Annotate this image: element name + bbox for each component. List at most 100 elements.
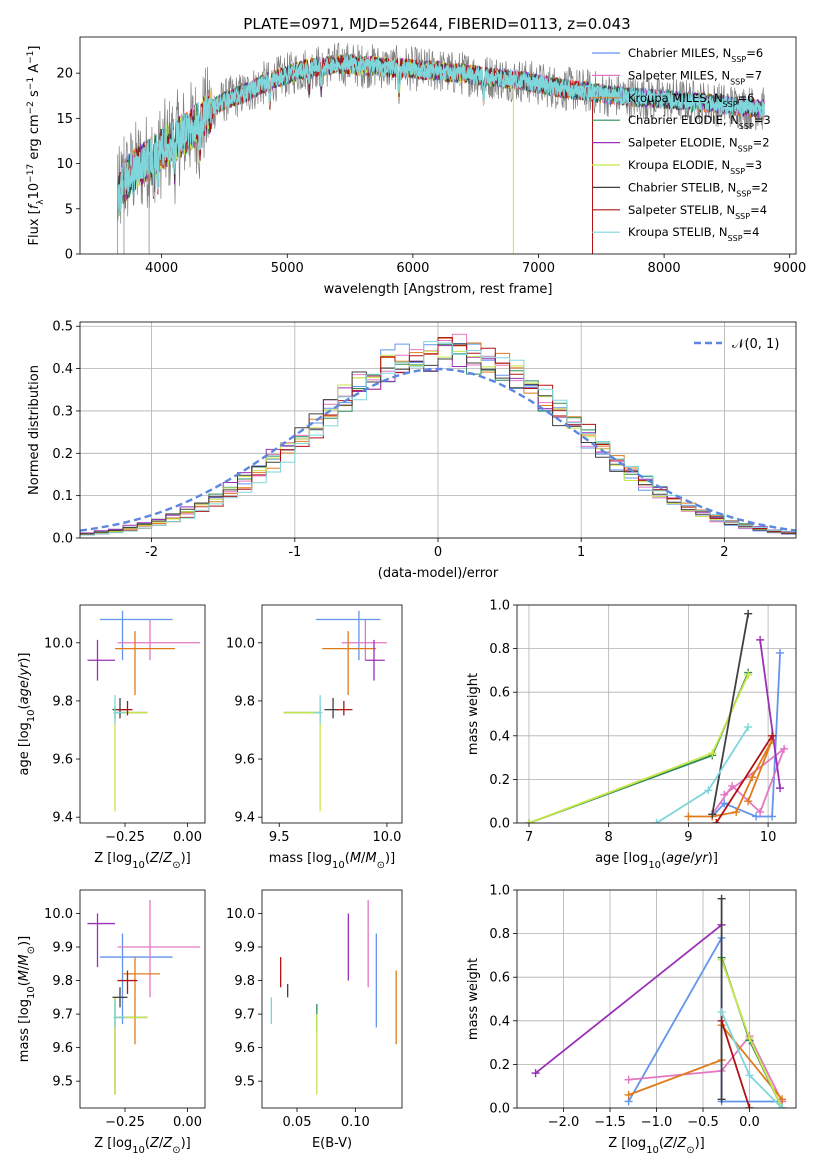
- residuals-ytick-label: 0.1: [52, 489, 73, 504]
- mass_weight_vs_Z-ytick-label: 1.0: [489, 884, 510, 899]
- weight-marker: [717, 1008, 726, 1017]
- mass_weight_vs_Z-ylabel: mass weight: [466, 958, 481, 1040]
- mass_vs_ebv-ytick-label: 9.6: [234, 1041, 255, 1056]
- residuals-xtick-label: 2: [720, 545, 728, 560]
- residuals-ylabel: Normed distribution: [27, 365, 42, 495]
- weight-marker: [776, 648, 785, 657]
- mass_weight_vs_Z-xtick-label: −0.5: [687, 1115, 719, 1130]
- weight-marker: [748, 773, 757, 782]
- mass_vs_ebv-ytick-label: 9.9: [234, 941, 255, 956]
- residuals-xtick-label: 1: [577, 545, 585, 560]
- weight-marker: [778, 1104, 787, 1108]
- mass_vs_ebv-ytick-label: 9.7: [234, 1008, 255, 1023]
- residual-hist-line: [80, 343, 796, 535]
- residuals-ytick-label: 0.4: [52, 362, 73, 377]
- weight-marker: [744, 723, 753, 732]
- weight-marker: [624, 1075, 633, 1084]
- age_vs_Z-errorbars: [87, 610, 200, 812]
- age_vs_mass-ytick-label: 9.4: [234, 811, 255, 826]
- spectrum-xtick-label: 5000: [271, 261, 304, 276]
- mass_vs_Z-errorbars: [87, 900, 200, 1095]
- age_vs_mass-ytick-label: 10.0: [226, 636, 255, 651]
- mass_weight_vs_Z-lines: [531, 894, 787, 1108]
- residuals-ytick-label: 0.5: [52, 320, 73, 335]
- age_vs_Z-axes: −0.25 0.00 9.4 9.6 9.8 10.0 Z [log10(Z/Z⊙)] age…: [17, 604, 206, 871]
- mass_weight_vs_Z-ytick-label: 0.4: [489, 1014, 510, 1029]
- mass_vs_ebv-frame: [261, 889, 403, 1109]
- legend-entry: Kroupa STELIB, NSSP=4: [628, 225, 759, 243]
- spectrum-xtick-label: 8000: [648, 261, 681, 276]
- mass_vs_Z-frame: [79, 889, 206, 1109]
- mass_vs_Z-ytick-label: 9.8: [52, 974, 73, 989]
- weight-marker: [728, 781, 737, 790]
- normal-legend-label: 𝒩(0, 1): [732, 337, 779, 352]
- age_vs_mass-errorbars: [283, 610, 387, 812]
- mass_weight_vs_age-xlabel: age [log10(age/yr)]: [595, 851, 718, 871]
- weight-marker: [712, 819, 721, 823]
- weight-marker: [780, 744, 789, 753]
- mass_weight_vs_age-ytick-label: 1.0: [489, 599, 510, 614]
- mass_vs_Z-ytick-label: 9.5: [52, 1075, 73, 1090]
- age_vs_mass-xlabel: mass [log10(M/M⊙)]: [269, 851, 395, 871]
- weight-marker: [768, 731, 777, 740]
- weight-line: [720, 1020, 751, 1108]
- residuals-hists: [80, 333, 796, 536]
- age_vs_mass-axes: 9.5 10.0 9.4 9.6 9.8 10.0 mass [log10(M/M⊙)]: [226, 604, 403, 871]
- weight-marker: [652, 819, 661, 823]
- weight-marker: [745, 1104, 754, 1108]
- weight-marker: [768, 812, 777, 821]
- spectrum-ytick-label: 15: [56, 112, 73, 127]
- residuals-ytick-label: 0.3: [52, 404, 73, 419]
- legend-entry: Chabrier STELIB, NSSP=2: [628, 180, 768, 198]
- age_vs_Z-ytick-label: 10.0: [44, 636, 73, 651]
- mass_vs_Z-ytick-label: 9.6: [52, 1041, 73, 1056]
- age_vs_mass-xtick-label: 9.5: [269, 830, 290, 845]
- weight-marker: [752, 812, 761, 821]
- age_vs_mass-ytick-label: 9.6: [234, 753, 255, 768]
- residuals-xtick-label: 0: [434, 545, 442, 560]
- weight-marker: [720, 799, 729, 808]
- spectrum-xtick-label: 7000: [522, 261, 555, 276]
- figure-title: PLATE=0971, MJD=52644, FIBERID=0113, z=0…: [243, 15, 630, 33]
- age_vs_Z-xlabel: Z [log10(Z/Z⊙)]: [94, 851, 191, 871]
- residuals-xlabel: (data-model)/error: [378, 566, 499, 581]
- weight-line: [535, 924, 723, 1074]
- spectrum-ytick-label: 0: [65, 248, 73, 263]
- spectrum-xtick-label: 4000: [145, 261, 178, 276]
- weight-marker: [745, 1034, 754, 1043]
- mass_weight_vs_Z-xtick-label: −1.5: [594, 1115, 626, 1130]
- mass_vs_ebv-ytick-label: 9.5: [234, 1075, 255, 1090]
- mass_weight_vs_Z-ytick-label: 0.6: [489, 971, 510, 986]
- mass_weight_vs_age-ytick-label: 0.0: [489, 817, 510, 832]
- residuals-frame: [79, 321, 797, 539]
- residual-hist-line: [80, 341, 796, 536]
- legend-entry: Chabrier ELODIE, NSSP=3: [628, 113, 771, 131]
- residuals-axes: -2 -1 0 1 2 0.0 0.1 0.2 0.3 0.4 0.5 (data-model)/er…: [27, 320, 797, 581]
- mass_vs_Z-axes: −0.25 0.00 9.5 9.6 9.7 9.8 9.9 10.0 Z [log10(Z/Z…: [17, 889, 206, 1156]
- mass_vs_Z-ytick-label: 9.7: [52, 1008, 73, 1023]
- mass_weight_vs_Z-ytick-label: 0.0: [489, 1102, 510, 1117]
- age_vs_mass-frame: [261, 604, 403, 824]
- spectrum-ytick-label: 20: [56, 67, 73, 82]
- weight-marker: [720, 790, 729, 799]
- spectrum-model-line: [117, 56, 765, 207]
- mass_vs_Z-xlabel: Z [log10(Z/Z⊙)]: [94, 1136, 191, 1156]
- spectrum-ylabel: Flux [fλ10−17 erg cm−2 s−1 A−1]: [26, 46, 46, 246]
- weight-marker: [708, 810, 717, 819]
- weight-marker: [744, 609, 753, 618]
- weight-line: [711, 613, 750, 815]
- residuals-ytick-label: 0.2: [52, 447, 73, 462]
- weight-line: [759, 639, 781, 789]
- age_vs_Z-ylabel: age [log10(age/yr)]: [17, 653, 37, 776]
- mass_weight_vs_Z-frame: [516, 889, 797, 1109]
- mass_weight_vs_Z-ytick-label: 0.2: [489, 1058, 510, 1073]
- mass_vs_ebv-errorbars: [270, 900, 397, 1095]
- mass_weight_vs_age-ytick-label: 0.2: [489, 773, 510, 788]
- mass_vs_Z-ytick-label: 9.9: [52, 941, 73, 956]
- mass_weight_vs_Z-ytick-label: 0.8: [489, 927, 510, 942]
- age_vs_Z-frame: [79, 604, 206, 824]
- weight-marker: [624, 1090, 633, 1099]
- mass_vs_Z-ylabel: mass [log10(M/M⊙)]: [17, 936, 37, 1062]
- age_vs_Z-ytick-label: 9.6: [52, 753, 73, 768]
